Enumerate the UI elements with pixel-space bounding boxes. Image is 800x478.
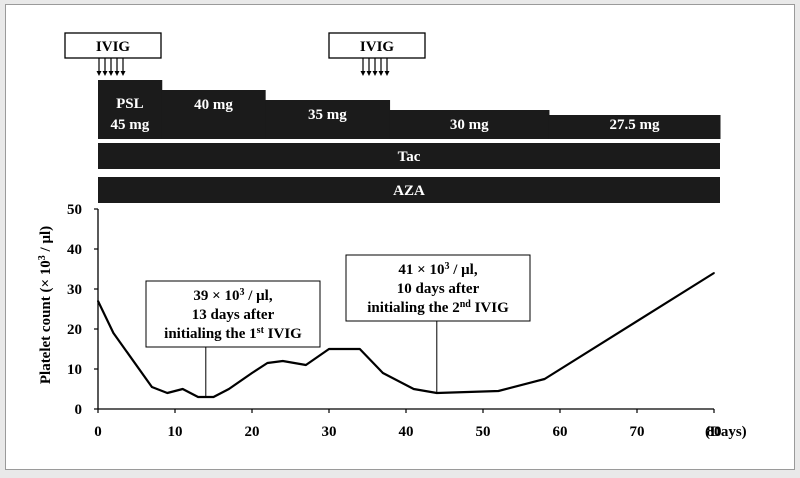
data-point [266, 362, 269, 364]
x-tick-label: 0 [94, 424, 102, 440]
x-tick-label: 80 [707, 424, 722, 440]
data-point [97, 300, 99, 302]
x-tick-label: 10 [168, 424, 183, 440]
annotation-text-1: initialing the 1st IVIG [164, 325, 302, 343]
psl-dose-label: 30 mg [450, 117, 489, 133]
y-tick-label: 40 [67, 242, 82, 258]
ivig-arrowhead [384, 71, 390, 76]
psl-dose-label: 27.5 mg [609, 117, 659, 133]
platelet-chart: IVIG IVIG 45 mg 40 mg 35 mg 30 mg 27.5 mg PSL Ta… [37, 32, 747, 440]
y-tick-label: 30 [67, 282, 82, 298]
ivig-arrowhead [360, 71, 366, 76]
data-point [382, 372, 384, 374]
psl-title: PSL [116, 96, 144, 112]
ivig-box-2 [328, 32, 426, 59]
ivig-arrowhead [114, 71, 120, 76]
x-tick-label: 60 [553, 424, 568, 440]
ivig-label-1: IVIG [96, 39, 131, 55]
ivig-arrowhead [108, 71, 114, 76]
y-tick-label: 0 [75, 402, 83, 418]
data-point [112, 332, 115, 334]
psl-dose-label: 40 mg [194, 97, 233, 113]
x-tick-label: 20 [245, 424, 260, 440]
data-point [328, 348, 330, 350]
y-axis-label: Platelet count (× 103 / μl) [37, 226, 55, 384]
platelet-line [97, 272, 715, 399]
data-point [713, 272, 715, 274]
psl-dose-label: 35 mg [308, 107, 347, 123]
plot-area [97, 272, 715, 399]
drug-bar-aza [98, 177, 720, 203]
ivig-arrowhead [96, 71, 102, 76]
psl-step-5 [548, 115, 721, 139]
annotation-text-2: 10 days after [397, 281, 480, 297]
annotation-text-1: 39 × 103 / μl, [193, 287, 272, 305]
ivig-box-1 [64, 32, 162, 59]
axes: 0 10 20 30 40 50 0 10 20 30 40 50 60 70 80 [67, 202, 722, 440]
data-point [251, 372, 253, 374]
data-point [497, 390, 500, 392]
data-point [181, 388, 184, 390]
psl-step-4 [389, 110, 550, 139]
data-point [358, 348, 361, 350]
annotation-box-1 [145, 280, 321, 348]
annotations: 39 × 103 / μl, 13 days after initialing th… [145, 254, 531, 397]
treatment-regimen: IVIG IVIG 45 mg 40 mg 35 mg 30 mg 27.5 mg PSL Ta… [64, 32, 721, 203]
annotation-box-2 [345, 254, 531, 322]
ivig-arrowhead [366, 71, 372, 76]
ivig-arrowhead [378, 71, 384, 76]
annotation-text-2: 41 × 103 / μl, [398, 261, 477, 279]
x-tick-label: 50 [476, 424, 491, 440]
data-point [204, 396, 207, 398]
ivig-arrowhead [120, 71, 126, 76]
psl-dose-label: 45 mg [111, 117, 150, 133]
annotation-text-2: initialing the 2nd IVIG [367, 299, 509, 317]
y-tick-label: 20 [67, 322, 82, 338]
psl-step-1 [98, 80, 163, 139]
drug-bar-label: Tac [398, 149, 421, 165]
annotation-text-1: 13 days after [192, 307, 275, 323]
psl-step-2 [161, 90, 266, 139]
y-tick-label: 50 [67, 202, 82, 218]
data-point [151, 386, 153, 388]
data-point [166, 392, 169, 394]
x-tick-label: 30 [322, 424, 337, 440]
data-point [228, 388, 230, 390]
data-point [189, 392, 192, 394]
data-point [212, 396, 215, 398]
drug-bar-label: AZA [393, 183, 425, 199]
ivig-arrowhead [372, 71, 378, 76]
ivig-arrowhead [102, 71, 108, 76]
drug-bar-tac [98, 143, 720, 169]
data-point [435, 392, 438, 394]
figure: IVIG IVIG 45 mg 40 mg 35 mg 30 mg 27.5 mg PSL Ta… [5, 4, 795, 470]
x-tick-label: 40 [399, 424, 414, 440]
data-point [543, 378, 546, 380]
psl-step-3 [265, 100, 391, 139]
x-axis-unit: (Days) [705, 424, 747, 440]
ivig-label-2: IVIG [360, 39, 395, 55]
data-point [412, 388, 415, 390]
data-point [281, 360, 284, 362]
data-point [305, 364, 307, 366]
data-point [197, 396, 200, 398]
y-tick-label: 10 [67, 362, 82, 378]
x-tick-label: 70 [630, 424, 645, 440]
